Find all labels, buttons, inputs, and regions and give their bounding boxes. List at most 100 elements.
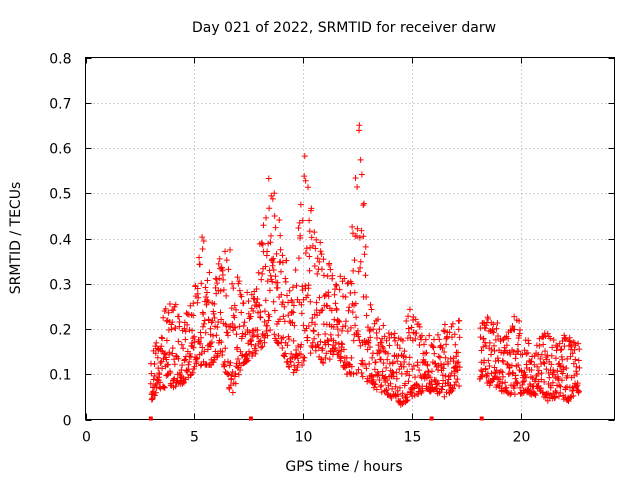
data-point-818 bbox=[361, 251, 368, 258]
data-point-33 bbox=[156, 371, 163, 378]
data-point-860 bbox=[372, 381, 379, 388]
data-point-477 bbox=[272, 273, 279, 280]
data-point-809 bbox=[359, 357, 366, 364]
data-point-554 bbox=[292, 267, 299, 274]
data-point-1046 bbox=[421, 341, 428, 348]
data-point-108 bbox=[175, 313, 182, 320]
data-point-624 bbox=[310, 328, 317, 335]
data-point-305 bbox=[227, 359, 234, 366]
data-point-82 bbox=[169, 319, 176, 326]
data-point-1311 bbox=[509, 369, 516, 376]
data-point-366 bbox=[243, 351, 250, 358]
data-point-1481 bbox=[554, 367, 561, 374]
data-point-94 bbox=[172, 325, 179, 332]
data-point-495 bbox=[277, 232, 284, 239]
data-point-559 bbox=[293, 367, 300, 374]
data-point-702 bbox=[331, 316, 338, 323]
data-point-298 bbox=[225, 371, 232, 378]
data-point-866 bbox=[374, 335, 381, 342]
data-point-1073 bbox=[428, 387, 435, 394]
data-point-248 bbox=[212, 284, 219, 291]
data-point-998 bbox=[408, 324, 415, 331]
data-point-1544 bbox=[570, 360, 577, 367]
data-point-1163 bbox=[451, 381, 458, 388]
data-point-657 bbox=[319, 306, 326, 313]
data-point-754 bbox=[344, 328, 351, 335]
data-point-589 bbox=[301, 153, 308, 160]
data-point-475 bbox=[271, 307, 278, 314]
data-point-75 bbox=[167, 369, 174, 376]
x-tick-labels: 0 5 10 15 20 bbox=[82, 430, 530, 446]
data-point-124 bbox=[180, 345, 187, 352]
data-point-1305 bbox=[508, 389, 515, 396]
data-point-992 bbox=[406, 306, 413, 313]
data-point-922 bbox=[388, 394, 395, 401]
data-point-801 bbox=[357, 264, 364, 271]
data-point-693 bbox=[328, 307, 335, 314]
data-point-1126 bbox=[441, 321, 448, 328]
data-point-1069 bbox=[427, 374, 434, 381]
data-point-685 bbox=[326, 356, 333, 363]
data-point-517 bbox=[282, 278, 289, 285]
data-point-203 bbox=[200, 238, 207, 245]
data-point-1434 bbox=[542, 348, 549, 355]
data-point-706 bbox=[332, 346, 339, 353]
data-point-258 bbox=[215, 318, 222, 325]
data-point-189 bbox=[197, 340, 204, 347]
data-point-712 bbox=[333, 307, 340, 314]
data-point-876 bbox=[376, 376, 383, 383]
data-points bbox=[147, 122, 583, 408]
data-point-352 bbox=[239, 330, 246, 337]
data-point-722 bbox=[336, 318, 343, 325]
data-point-437 bbox=[261, 308, 268, 315]
data-point-27 bbox=[154, 354, 161, 361]
axis-markers bbox=[148, 416, 484, 421]
data-point-1144 bbox=[446, 329, 453, 336]
data-point-323 bbox=[232, 324, 239, 331]
data-point-474 bbox=[271, 212, 278, 219]
data-point-536 bbox=[287, 358, 294, 365]
data-point-746 bbox=[342, 293, 349, 300]
data-point-709 bbox=[332, 281, 339, 288]
data-point-314 bbox=[229, 389, 236, 396]
data-point-914 bbox=[386, 342, 393, 349]
data-point-1348 bbox=[519, 351, 526, 358]
data-point-672 bbox=[323, 350, 330, 357]
data-point-1530 bbox=[566, 338, 573, 345]
data-point-1274 bbox=[500, 358, 507, 365]
data-point-741 bbox=[341, 275, 348, 282]
data-point-513 bbox=[281, 318, 288, 325]
data-point-448 bbox=[264, 278, 271, 285]
data-point-498 bbox=[278, 268, 284, 275]
data-point-870 bbox=[375, 316, 382, 323]
data-point-1500 bbox=[559, 356, 566, 363]
data-point-1166 bbox=[452, 341, 459, 348]
data-point-1075 bbox=[428, 378, 435, 385]
data-point-347 bbox=[238, 293, 245, 300]
data-point-797 bbox=[356, 127, 363, 134]
data-point-1017 bbox=[413, 330, 420, 337]
data-point-420 bbox=[257, 314, 264, 321]
data-point-1129 bbox=[442, 354, 449, 361]
data-point-55 bbox=[162, 350, 169, 357]
data-point-826 bbox=[363, 312, 370, 319]
data-point-1059 bbox=[424, 361, 431, 368]
data-point-1107 bbox=[436, 354, 443, 361]
data-point-1161 bbox=[451, 364, 458, 371]
data-point-602 bbox=[304, 184, 311, 191]
data-point-510 bbox=[280, 352, 287, 359]
data-point-464 bbox=[268, 256, 275, 263]
data-point-1264 bbox=[497, 338, 504, 345]
data-point-427 bbox=[259, 343, 266, 350]
data-point-177 bbox=[194, 355, 201, 362]
y-tick-label-8: 0.8 bbox=[49, 52, 71, 68]
data-point-759 bbox=[346, 304, 353, 311]
data-point-964 bbox=[399, 390, 406, 397]
data-point-481 bbox=[273, 250, 280, 257]
x-axis-title: GPS time / hours bbox=[285, 459, 402, 475]
data-point-771 bbox=[349, 223, 356, 230]
data-point-489 bbox=[275, 332, 282, 339]
data-point-16 bbox=[151, 392, 158, 399]
data-point-612 bbox=[307, 350, 314, 357]
data-point-262 bbox=[216, 275, 223, 282]
